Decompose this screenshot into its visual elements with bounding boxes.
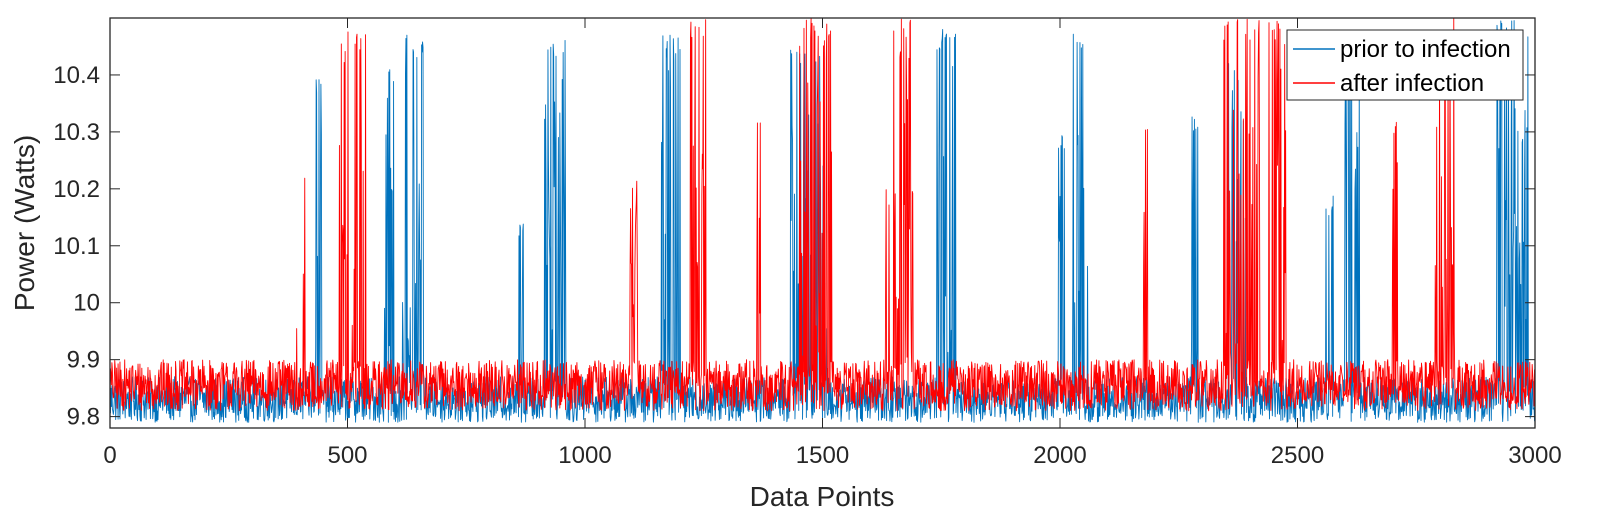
y-tick-label: 10: [73, 290, 100, 317]
x-axis-ticks: 0 500 1000 1500 2000 2500 3000: [103, 18, 1562, 469]
x-tick-label: 2500: [1271, 442, 1324, 469]
series-line-after: [110, 18, 1535, 412]
x-tick-label: 1500: [796, 442, 849, 469]
y-axis-ticks: 9.8 9.9 10 10.1 10.2 10.3 10.4: [53, 62, 1535, 431]
x-tick-label: 3000: [1508, 442, 1561, 469]
y-tick-label: 10.1: [53, 233, 100, 260]
legend-label-prior: prior to infection: [1340, 36, 1511, 63]
x-tick-label: 500: [327, 442, 367, 469]
x-tick-label: 2000: [1033, 442, 1086, 469]
legend-label-after: after infection: [1340, 70, 1484, 97]
x-axis-label: Data Points: [750, 481, 895, 512]
legend-box: [1286, 29, 1524, 101]
y-axis-label: Power (Watts): [9, 135, 40, 311]
legend: prior to infection after infection: [1286, 29, 1524, 101]
y-tick-label: 10.2: [53, 176, 100, 203]
y-tick-label: 9.8: [67, 404, 100, 431]
y-tick-label: 9.9: [67, 347, 100, 374]
y-tick-label: 10.3: [53, 119, 100, 146]
x-tick-label: 1000: [558, 442, 611, 469]
y-tick-label: 10.4: [53, 62, 100, 89]
x-tick-label: 0: [103, 442, 116, 469]
